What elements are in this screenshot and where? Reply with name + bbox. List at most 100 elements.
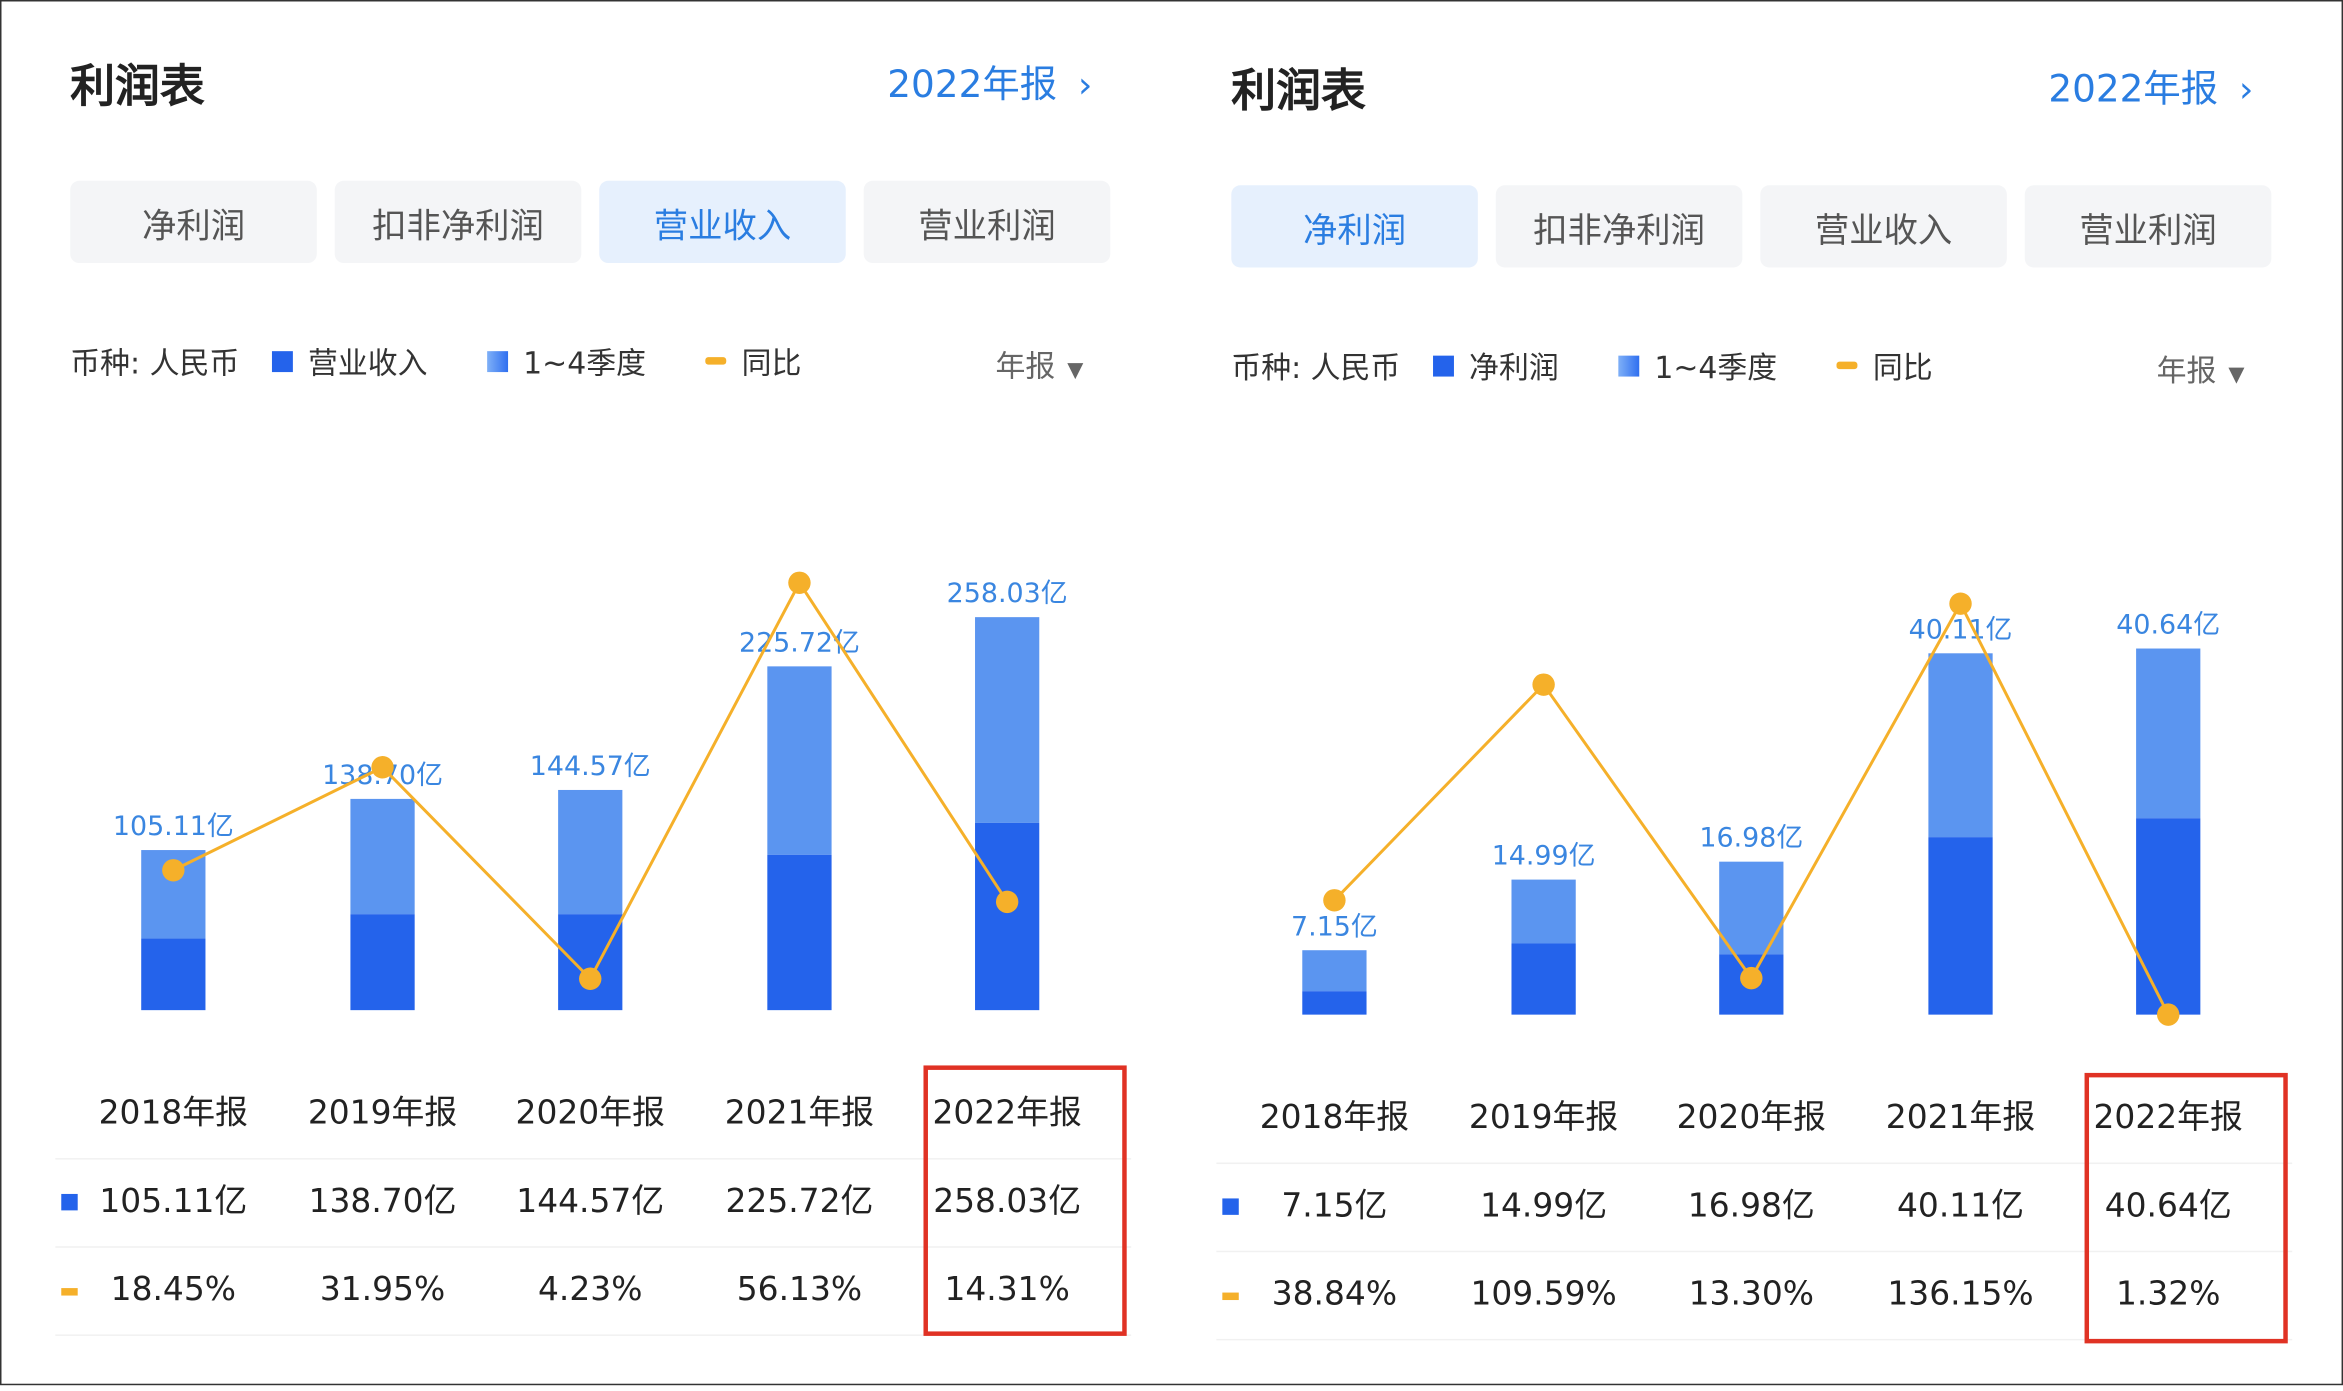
period-select[interactable]: 年报 ▼ <box>996 342 1084 385</box>
caret-down-icon: ▼ <box>2228 363 2245 388</box>
tab-3[interactable]: 营业利润 <box>2024 185 2272 268</box>
table-cell: 144.57亿 <box>516 1183 665 1221</box>
yoy-point[interactable] <box>788 571 811 594</box>
value-row: 7.15亿 14.99亿 16.98亿 40.11亿 40.64亿 <box>1216 1163 2293 1253</box>
tab-0[interactable]: 净利润 <box>70 180 317 263</box>
quarters-swatch-icon <box>1618 354 1640 376</box>
tab-0[interactable]: 净利润 <box>1231 185 1478 268</box>
bar-quarters <box>1302 950 1367 992</box>
legend-yoy: 同比 <box>741 345 802 382</box>
yoy-point[interactable] <box>579 967 602 990</box>
bar[interactable] <box>975 822 1040 1011</box>
table-cell: 136.15% <box>1887 1276 2034 1314</box>
table-cell: 4.23% <box>538 1271 643 1310</box>
report-link[interactable]: 2022年报 › <box>2048 60 2253 114</box>
legend-bar: 营业收入 <box>307 345 428 382</box>
yoy-swatch-icon <box>1836 361 1858 370</box>
table-cell: 109.59% <box>1470 1276 1617 1314</box>
legend-yoy: 同比 <box>1872 349 1933 386</box>
yoy-point[interactable] <box>1740 966 1763 990</box>
currency-label: 币种: 人民币 <box>70 345 240 382</box>
bar-quarters <box>767 666 832 855</box>
bar-quarters <box>2136 648 2201 819</box>
bar-value-label: 258.03亿 <box>947 578 1068 609</box>
bar[interactable] <box>141 938 206 1011</box>
table-cell: 13.30% <box>1688 1276 1814 1314</box>
category-row: 2018年报 2019年报 2020年报 2021年报 2022年报 <box>55 1070 1132 1160</box>
panel-title: 利润表 <box>1231 65 1366 119</box>
table-cell: 2019年报 <box>307 1095 458 1133</box>
yoy-marker-icon <box>61 1288 78 1296</box>
bar-swatch-icon <box>1433 354 1455 376</box>
bar-quarters <box>1928 653 1993 838</box>
tab-2[interactable]: 营业收入 <box>599 180 846 263</box>
yoy-point[interactable] <box>2157 1003 2180 1026</box>
bar[interactable] <box>558 914 623 1011</box>
tab-1[interactable]: 扣非净利润 <box>334 180 582 263</box>
bar[interactable] <box>1511 943 1576 1015</box>
yoy-row: 38.84% 109.59% 13.30% 136.15% 1.32% <box>1216 1251 2293 1341</box>
table-cell: 225.72亿 <box>725 1183 874 1221</box>
tab-3[interactable]: 营业利润 <box>863 180 1111 263</box>
legend-bar: 净利润 <box>1469 349 1559 386</box>
bar[interactable] <box>350 914 415 1011</box>
yoy-point[interactable] <box>371 756 394 779</box>
bar-marker-icon <box>61 1193 78 1211</box>
yoy-point[interactable] <box>1323 889 1346 912</box>
table-cell: 31.95% <box>319 1271 446 1310</box>
period-select[interactable]: 年报 ▼ <box>2157 347 2245 390</box>
yoy-point[interactable] <box>162 859 185 882</box>
table-cell: 40.11亿 <box>1897 1187 2025 1226</box>
bar-quarters <box>350 798 415 915</box>
report-link[interactable]: 2022年报 › <box>887 55 1092 109</box>
bar-value-label: 40.11亿 <box>1909 614 2013 645</box>
table-cell: 56.13% <box>736 1271 863 1310</box>
yoy-marker-icon <box>1222 1292 1239 1301</box>
table-cell: 2018年报 <box>98 1095 249 1133</box>
bar-value-label: 7.15亿 <box>1291 911 1378 942</box>
tab-2[interactable]: 营业收入 <box>1760 185 2007 268</box>
table-cell: 14.31% <box>944 1271 1070 1310</box>
chart: 7.15亿 14.99亿 16.98亿 40.11亿 40.64亿 <box>1291 592 2220 1026</box>
table-cell: 2019年报 <box>1468 1099 1619 1138</box>
yoy-point[interactable] <box>1949 592 1972 615</box>
report-link-label: 2022年报 <box>887 62 1058 107</box>
table-cell: 16.98亿 <box>1687 1187 1815 1226</box>
bar-value-label: 16.98亿 <box>1699 823 1803 854</box>
report-link-label: 2022年报 <box>2048 67 2219 111</box>
table-cell: 18.45% <box>110 1271 237 1310</box>
bar-value-label: 144.57亿 <box>530 751 651 782</box>
bar-quarters <box>975 617 1040 823</box>
yoy-point[interactable] <box>995 890 1019 914</box>
table-cell: 2022年报 <box>932 1095 1082 1133</box>
panel-title: 利润表 <box>70 61 205 114</box>
income-statement-panel-2: 利润表 2022年报 › 净利润 扣非净利润 营业收入 营业利润 币种: 人民币 净利润 1~4季… <box>1163 6 2314 1391</box>
table-cell: 1.32% <box>2115 1276 2221 1314</box>
bar-quarters <box>1511 879 1576 944</box>
currency-label: 币种: 人民币 <box>1231 349 1401 386</box>
bar-value-label: 225.72亿 <box>739 627 860 658</box>
legend-quarters: 1~4季度 <box>1654 349 1778 386</box>
tab-1[interactable]: 扣非净利润 <box>1495 185 1743 268</box>
table-cell: 2021年报 <box>1885 1099 2036 1138</box>
table-cell: 258.03亿 <box>933 1183 1082 1221</box>
bar[interactable] <box>1302 991 1367 1015</box>
period-value: 年报 <box>2156 352 2217 389</box>
bar[interactable] <box>2136 818 2201 1015</box>
legend-quarters: 1~4季度 <box>523 345 647 382</box>
bar-quarters <box>558 789 623 915</box>
yoy-swatch-icon <box>705 357 727 365</box>
bar[interactable] <box>767 854 832 1011</box>
highlight-box <box>2084 1072 2288 1344</box>
table-cell: 7.15亿 <box>1281 1187 1388 1226</box>
table-cell: 105.11亿 <box>99 1183 248 1221</box>
yoy-point[interactable] <box>1532 673 1555 696</box>
table-cell: 14.99亿 <box>1480 1187 1608 1226</box>
yoy-row: 18.45% 31.95% 4.23% 56.13% 14.31% <box>55 1246 1132 1336</box>
income-statement-panel-1: 利润表 2022年报 › 净利润 扣非净利润 营业收入 营业利润 币种: 人民币 营业收入 1~4… <box>1 1 1152 1386</box>
highlight-box <box>923 1065 1127 1336</box>
table-cell: 38.84% <box>1271 1276 1398 1314</box>
bar[interactable] <box>1928 837 1993 1015</box>
category-row: 2018年报 2019年报 2020年报 2021年报 2022年报 <box>1216 1074 2293 1165</box>
